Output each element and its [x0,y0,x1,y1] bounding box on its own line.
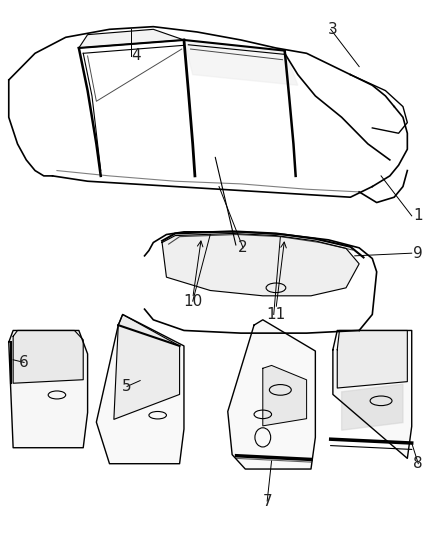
Polygon shape [162,233,359,296]
Polygon shape [342,384,403,430]
Polygon shape [333,330,412,458]
Text: 6: 6 [19,355,29,370]
Text: 4: 4 [131,49,141,63]
Polygon shape [337,330,407,388]
Text: 9: 9 [413,246,423,261]
Text: 7: 7 [262,494,272,508]
Text: 11: 11 [266,307,286,322]
Text: 5: 5 [122,379,132,394]
Polygon shape [184,40,298,85]
Text: 10: 10 [183,294,202,309]
Text: 2: 2 [238,240,248,255]
Polygon shape [228,320,315,469]
Polygon shape [263,366,307,426]
Polygon shape [96,314,184,464]
Polygon shape [13,330,83,383]
Text: 1: 1 [413,208,423,223]
Text: 8: 8 [413,456,423,471]
Polygon shape [114,314,180,419]
Polygon shape [79,29,184,48]
Text: 3: 3 [328,22,338,37]
Polygon shape [9,330,88,448]
